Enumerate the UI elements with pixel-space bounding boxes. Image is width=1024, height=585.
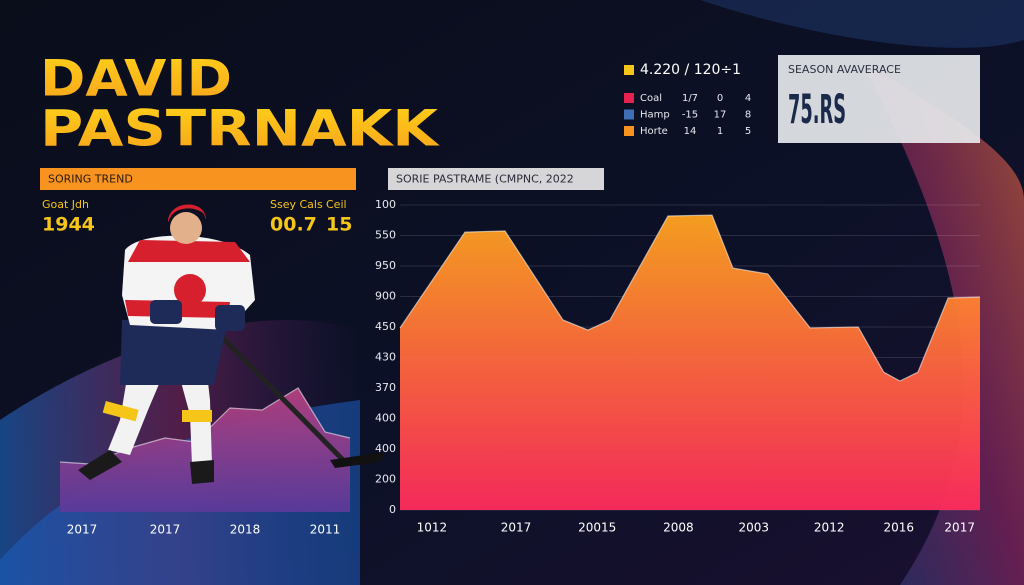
trend-bar <box>40 168 356 190</box>
jersey-stripe <box>128 240 250 262</box>
y-tick-label: 200 <box>375 473 396 486</box>
x-tick-label: 2003 <box>739 521 770 535</box>
face <box>170 212 202 244</box>
x-tick-label: 2008 <box>663 521 694 535</box>
skate <box>190 460 214 484</box>
sock-stripe <box>102 401 139 422</box>
x-tick-label: 2017 <box>67 523 98 537</box>
legend: 4.220 / 120÷1 Coal 1/7 0 4 Hamp -15 17 8 Horte 14… <box>624 62 751 137</box>
area <box>400 215 980 510</box>
stat-value: 15 <box>326 214 352 236</box>
glove <box>215 305 245 331</box>
skate <box>78 450 122 480</box>
player-illustration <box>78 204 385 484</box>
y-tick-label: 0 <box>389 503 396 516</box>
title-line: DAVID <box>40 50 232 108</box>
stick <box>213 328 347 464</box>
y-tick-label: 100 <box>375 198 396 211</box>
legend-cell: -15 <box>682 110 698 121</box>
legend-cell: 8 <box>745 110 751 121</box>
legend-name: Hamp <box>640 110 670 121</box>
legend-swatch <box>624 65 634 75</box>
area-outline <box>399 214 981 382</box>
legend-cell: 1/7 <box>682 93 698 104</box>
x-tick-label: 2017 <box>501 521 532 535</box>
stat-label: Ssey Cals <box>270 198 323 211</box>
sock-stripe <box>182 410 212 422</box>
y-tick-label: 370 <box>375 381 396 394</box>
x-tick-label: 2018 <box>230 523 261 537</box>
stat-label: Goat Jdh <box>42 198 89 211</box>
stat-label: Ceil <box>326 198 347 211</box>
trend-label: SORING TREND <box>48 173 133 186</box>
legend-cell: 5 <box>745 126 751 137</box>
y-tick-label: 550 <box>375 229 396 242</box>
logo <box>174 274 206 306</box>
helmet <box>168 204 206 222</box>
legend-swatch <box>624 126 634 136</box>
chart-title: SORIE PASTRAME (CMPNC, 2022 <box>396 173 574 186</box>
y-tick-label: 900 <box>375 290 396 303</box>
legend-swatch <box>624 109 634 120</box>
title-line: PASTRNAKK <box>40 100 441 158</box>
legend-cell: 14 <box>684 126 697 137</box>
legend-swatch <box>624 93 634 103</box>
glove <box>150 300 182 324</box>
swirl <box>700 0 1024 48</box>
stick-blade <box>330 452 385 468</box>
pants <box>120 320 228 385</box>
y-tick-label: 450 <box>375 320 396 333</box>
swirl <box>860 60 1024 585</box>
chart-title-box <box>388 168 604 190</box>
x-tick-label: 2016 <box>884 521 915 535</box>
legend-name: Horte <box>640 126 668 137</box>
legend-cell: 17 <box>714 110 727 121</box>
y-tick-label: 950 <box>375 259 396 272</box>
stat-value: 1944 <box>42 214 95 236</box>
x-tick-label: 2012 <box>814 521 845 535</box>
x-tick-label: 2011 <box>310 523 341 537</box>
season-box <box>778 55 980 143</box>
legend-cell: 0 <box>717 93 723 104</box>
legend-headline: 4.220 / 120÷1 <box>640 62 741 78</box>
legend-cell: 4 <box>745 93 751 104</box>
legend-cell: 1 <box>717 126 723 137</box>
x-tick-label: 20015 <box>578 521 616 535</box>
y-tick-label: 400 <box>375 442 396 455</box>
x-tick-label: 2017 <box>150 523 181 537</box>
y-tick-label: 400 <box>375 412 396 425</box>
season-label: SEASON AVAVERACE <box>788 63 901 76</box>
y-tick-label: 430 <box>375 351 396 364</box>
x-tick-label: 2017 <box>944 521 975 535</box>
season-value: 75.RS <box>788 87 846 133</box>
x-tick-label: 1012 <box>417 521 448 535</box>
legend-name: Coal <box>640 93 662 104</box>
stat-value: 00.7 <box>270 214 317 236</box>
